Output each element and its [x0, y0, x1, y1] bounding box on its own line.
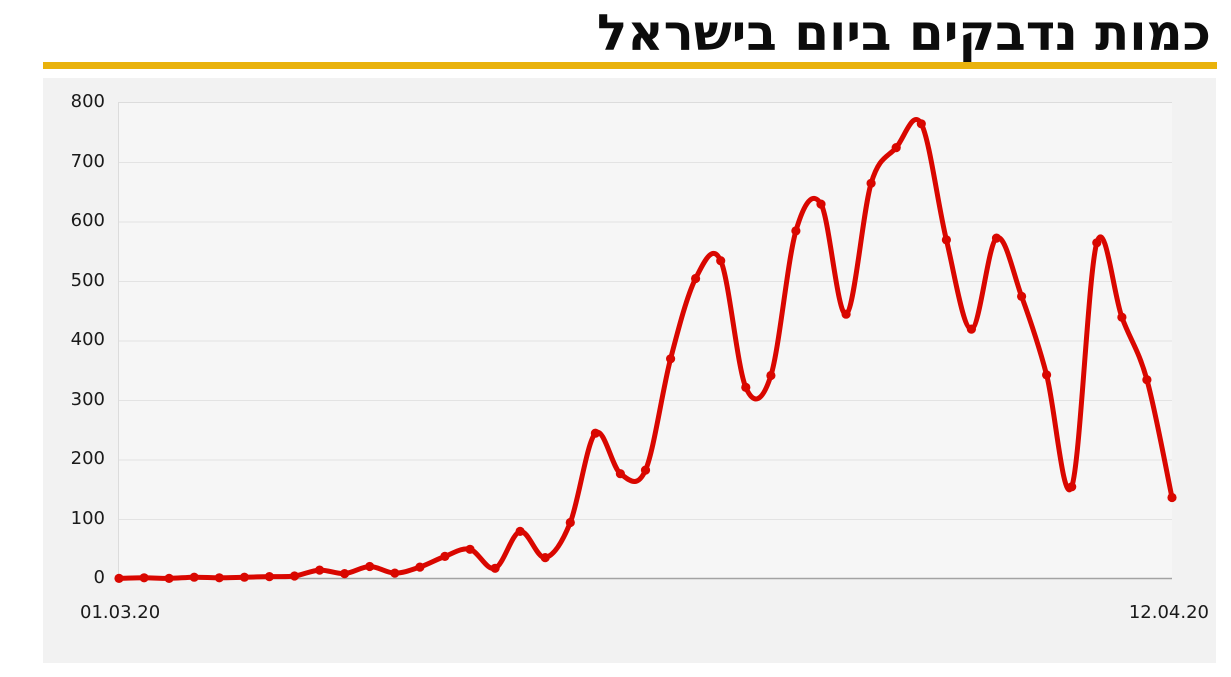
data-point-marker [891, 143, 901, 153]
data-point-marker [791, 226, 801, 236]
data-point-marker [766, 370, 776, 381]
y-axis-tick-label: 0 [93, 567, 105, 588]
data-point-marker [866, 178, 876, 188]
data-point-marker [565, 517, 575, 528]
data-point-marker [164, 573, 174, 583]
data-point-marker [666, 354, 676, 364]
data-point-marker [615, 469, 625, 479]
data-point-marker [1167, 492, 1177, 503]
data-point-marker [1142, 375, 1152, 385]
data-point-marker [415, 562, 425, 572]
data-point-marker [515, 526, 525, 536]
y-axis-tick-label: 700 [70, 150, 105, 172]
title-accent-bar [43, 62, 1217, 69]
data-point-marker [189, 572, 199, 582]
x-axis-start-label: 01.03.20 [80, 602, 161, 623]
y-axis-tick-label: 300 [70, 388, 105, 410]
data-point-marker [214, 573, 224, 583]
data-point-marker [1092, 238, 1102, 248]
data-point-marker [916, 119, 926, 129]
data-point-marker [264, 572, 274, 582]
data-point-marker [315, 565, 325, 575]
data-point-marker [465, 544, 475, 554]
data-point-marker [540, 553, 550, 563]
y-axis-tick-label: 600 [70, 210, 105, 231]
data-point-marker [1017, 291, 1027, 301]
x-axis-end-label: 12.04.20 [1128, 602, 1209, 623]
chart-panel: 0 100 200 300 400 500 600 700 800 01.03.20 12.04… [43, 78, 1216, 663]
data-point-marker [941, 235, 952, 245]
data-point-marker [239, 572, 249, 582]
data-point-marker [991, 233, 1002, 243]
data-point-marker [816, 199, 826, 209]
data-point-marker [691, 273, 701, 284]
data-point-marker [340, 569, 350, 579]
y-axis-tick-label: 800 [70, 91, 105, 112]
data-point-marker [114, 573, 124, 583]
data-point-marker [490, 563, 500, 573]
data-point-marker [139, 573, 149, 583]
data-point-marker [390, 568, 400, 578]
data-point-marker [1067, 482, 1077, 492]
data-point-marker [440, 551, 450, 561]
data-point-marker [841, 309, 851, 319]
data-point-marker [966, 324, 977, 334]
data-point-marker [716, 256, 726, 266]
data-point-marker [1042, 370, 1052, 380]
y-axis-tick-label: 500 [70, 269, 105, 291]
y-axis-tick-label: 100 [70, 507, 105, 529]
data-point-marker [365, 561, 375, 572]
data-point-marker [590, 428, 600, 438]
data-point-marker [741, 382, 751, 392]
data-point-marker [640, 465, 651, 475]
y-axis-tick-label: 200 [70, 448, 105, 469]
page-title: כמות נדבקים ביום בישראל [596, 4, 1211, 62]
data-point-marker [289, 571, 300, 581]
data-point-marker [1117, 312, 1127, 322]
y-axis-tick-label: 400 [70, 329, 105, 350]
plot-area [114, 102, 1177, 583]
line-chart [114, 117, 1177, 583]
data-series-line [116, 117, 1175, 581]
